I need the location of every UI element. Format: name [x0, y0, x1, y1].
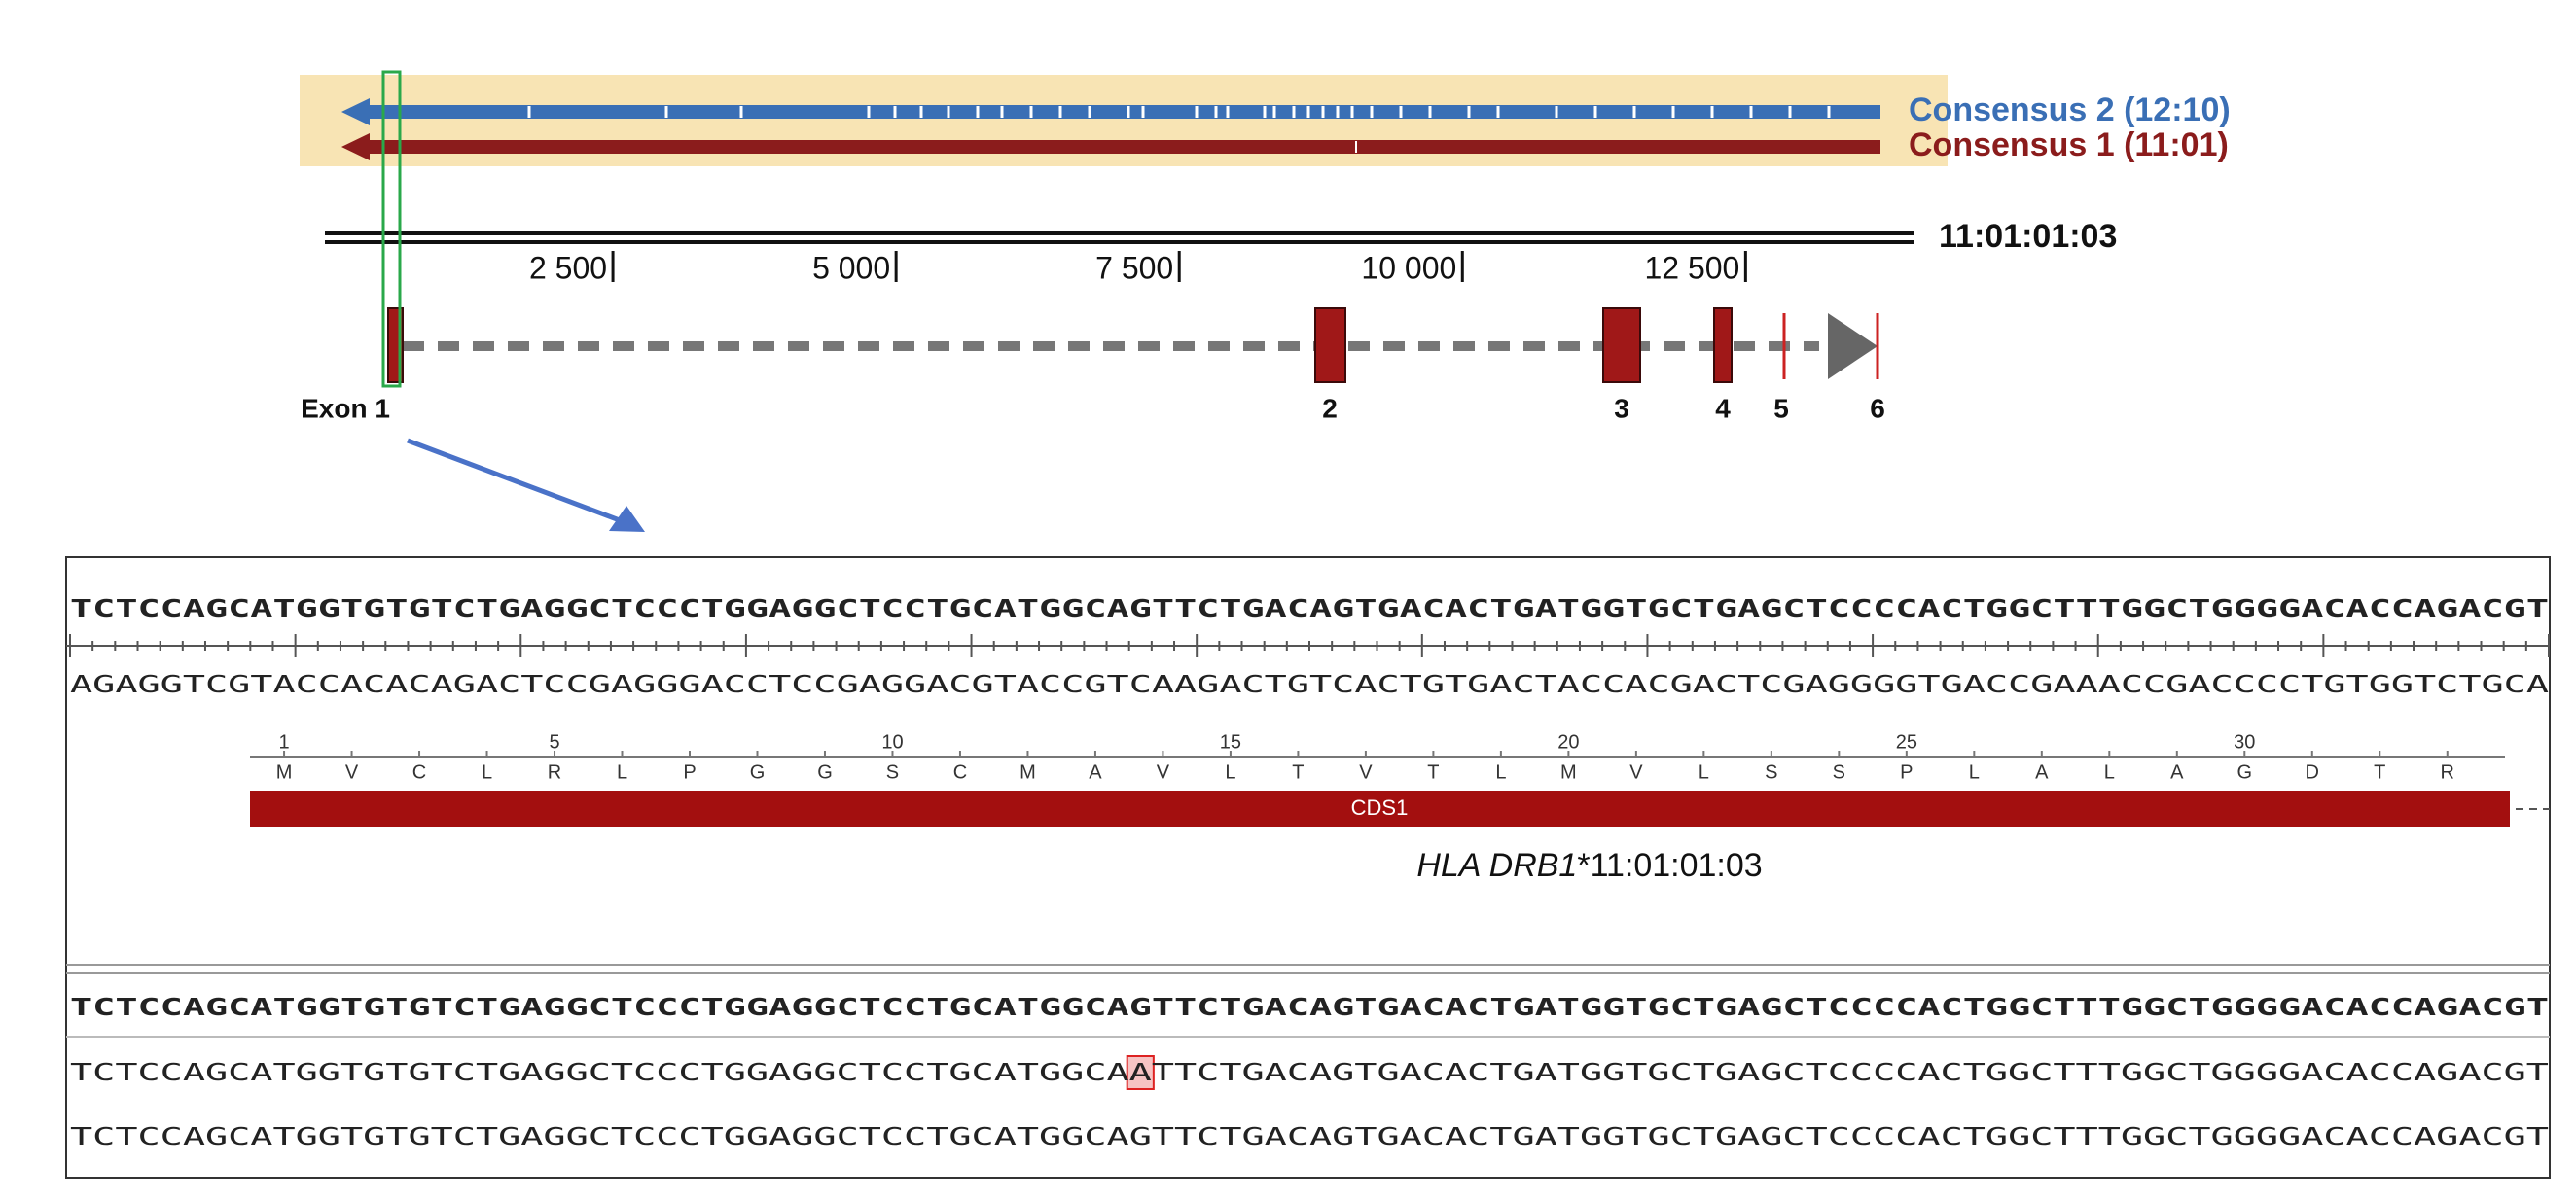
amino-acid: T	[1427, 761, 1439, 783]
amino-acid: R	[2441, 761, 2454, 783]
amino-acid: L	[1495, 761, 1506, 783]
zoom-arrow-head	[609, 506, 645, 532]
amino-acid: S	[886, 761, 899, 783]
consensus-track	[362, 105, 1880, 119]
amino-acid: G	[817, 761, 833, 783]
amino-acid: L	[617, 761, 627, 783]
ruler-label: 10 000	[1361, 250, 1456, 285]
sequence: TCTCCAGCATGGTGTGTCTGAGGCTCCCTGGAGGCTCCTG…	[70, 594, 2549, 622]
amino-acid: L	[2104, 761, 2115, 783]
amino-acid: T	[1292, 761, 1304, 783]
aa-number: 30	[2234, 731, 2255, 753]
ruler-label: 2 500	[529, 250, 607, 285]
aa-number: 25	[1896, 731, 1917, 753]
amino-acid: A	[2170, 761, 2184, 783]
aa-number: 10	[881, 731, 903, 753]
amino-acid: T	[2374, 761, 2385, 783]
ruler-label: 12 500	[1644, 250, 1739, 285]
cds-label: CDS1	[1351, 795, 1409, 820]
sequence: TCTCCAGCATGGTGTGTCTGAGGCTCCCTGGAGGCTCCTG…	[70, 1058, 1129, 1086]
amino-acid: V	[1629, 761, 1643, 783]
exon-label: 2	[1322, 393, 1338, 423]
consensus-label: Consensus 2 (12:10)	[1909, 91, 2231, 128]
amino-acid: C	[412, 761, 426, 783]
aa-number: 5	[549, 731, 559, 753]
sequence: A	[1129, 1058, 1152, 1086]
cds-bar	[250, 791, 2510, 827]
gene-label-part: *11:01:01:03	[1577, 847, 1762, 884]
amino-acid: V	[1157, 761, 1170, 783]
exon-highlight	[381, 70, 402, 388]
exon-label: 3	[1614, 393, 1629, 423]
amino-acid: P	[1900, 761, 1913, 783]
gene-label-part: HLA DRB1	[1416, 847, 1577, 884]
aa-number: 15	[1220, 731, 1241, 753]
amino-acid: M	[276, 761, 293, 783]
sequence-panel	[65, 556, 2551, 1179]
amino-acid: P	[683, 761, 696, 783]
exon	[1602, 307, 1641, 383]
amino-acid: S	[1833, 761, 1845, 783]
amino-acid: A	[2035, 761, 2049, 783]
ruler-label: 7 500	[1095, 250, 1173, 285]
amino-acid: C	[953, 761, 967, 783]
amino-acid: V	[345, 761, 359, 783]
sequence: TCTCCAGCATGGTGTGTCTGAGGCTCCCTGGAGGCTCCTG…	[70, 1122, 2549, 1150]
consensus-label: Consensus 1 (11:01)	[1909, 126, 2229, 163]
exon-label: 5	[1773, 393, 1789, 423]
amino-acid: V	[1359, 761, 1373, 783]
gene-label: HLA DRB1*11:01:01:03	[1416, 847, 1762, 884]
consensus-arrowhead	[341, 133, 370, 160]
exon	[1713, 307, 1733, 383]
consensus-arrowhead	[341, 98, 370, 125]
amino-acid: A	[1089, 761, 1102, 783]
amino-acid: D	[2306, 761, 2319, 783]
exon	[1314, 307, 1346, 383]
amino-acid: M	[1560, 761, 1577, 783]
ruler-label: 5 000	[812, 250, 890, 285]
exon-arrow	[1828, 313, 1878, 379]
amino-acid: G	[750, 761, 766, 783]
amino-acid: S	[1765, 761, 1777, 783]
reference-line	[325, 231, 1914, 235]
exon-label: 6	[1870, 393, 1885, 423]
aa-number: 1	[278, 731, 289, 753]
variant-highlight	[1126, 1055, 1155, 1090]
amino-acid: L	[1969, 761, 1980, 783]
sequence: AGAGGTCGTACCACACAGACTCCGAGGGACCTCCGAGGAC…	[70, 670, 2549, 698]
exon-label: Exon 1	[301, 393, 390, 423]
amino-acid: R	[548, 761, 561, 783]
amino-acid: G	[2237, 761, 2253, 783]
amino-acid: L	[482, 761, 492, 783]
amino-acid: L	[1699, 761, 1709, 783]
zoom-arrow	[407, 438, 633, 528]
consensus-track	[362, 140, 1880, 154]
aa-number: 20	[1557, 731, 1579, 753]
sequence: TCTCCAGCATGGTGTGTCTGAGGCTCCCTGGAGGCTCCTG…	[70, 993, 2549, 1021]
reference-label: 11:01:01:03	[1939, 218, 2117, 255]
exon-label: 4	[1715, 393, 1731, 423]
amino-acid: M	[1020, 761, 1036, 783]
sequence: TTCTGACAGTGACACTGATGGTGCTGAGCTCCCCACTGGC…	[1152, 1058, 2549, 1086]
amino-acid: L	[1225, 761, 1235, 783]
reference-line	[325, 240, 1914, 244]
